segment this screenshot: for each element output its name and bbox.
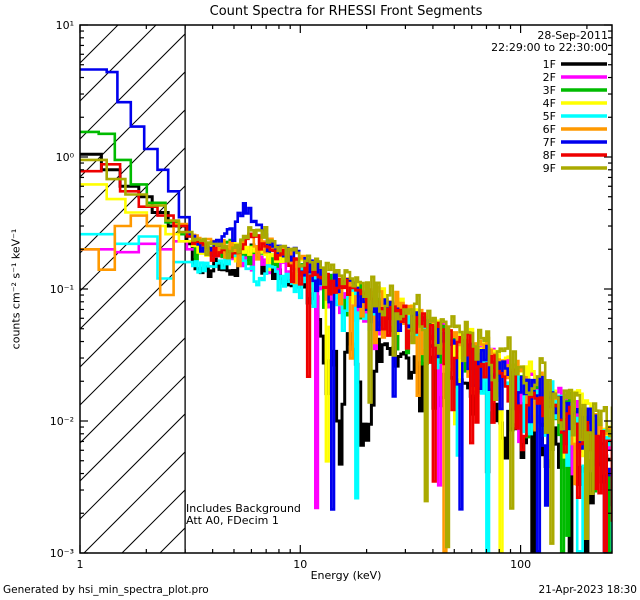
legend-item-6F: 6F [543, 123, 607, 136]
legend-item-3F: 3F [543, 84, 607, 97]
y-tick-label: 10⁻³ [50, 547, 74, 560]
y-tick-label: 10⁻² [50, 415, 74, 428]
note-background: Includes Background [186, 502, 301, 515]
y-axis-label: counts cm⁻² s⁻¹ keV⁻¹ [9, 228, 23, 350]
series-1F [80, 152, 612, 553]
footer-generator: Generated by hsi_min_spectra_plot.pro [3, 584, 209, 596]
series-group [80, 68, 612, 553]
legend-item-7F: 7F [543, 136, 607, 149]
x-tick-label-1: 1 [77, 558, 84, 571]
legend-label-3F: 3F [543, 84, 556, 97]
x-axis-label: Energy (keV) [310, 569, 382, 582]
legend-label-6F: 6F [543, 123, 556, 136]
legend-item-4F: 4F [543, 97, 607, 110]
legend-item-1F: 1F [543, 58, 607, 71]
legend-label-7F: 7F [543, 136, 556, 149]
legend-label-1F: 1F [543, 58, 556, 71]
legend-label-8F: 8F [543, 149, 556, 162]
plot-title: Count Spectra for RHESSI Front Segments [209, 4, 483, 19]
legend-item-5F: 5F [543, 110, 607, 123]
footer-timestamp: 21-Apr-2023 18:30 [538, 584, 637, 596]
legend-item-8F: 8F [543, 149, 607, 162]
legend-item-2F: 2F [543, 71, 607, 84]
series-9F [80, 158, 612, 549]
legend-label-4F: 4F [543, 97, 556, 110]
x-tick-label-10: 10 [293, 558, 307, 571]
legend-item-9F: 9F [543, 162, 607, 175]
note-attenuator: Att A0, FDecim 1 [186, 514, 279, 527]
x-tick-label-100: 100 [510, 558, 531, 571]
y-tick-label: 10¹ [56, 19, 74, 32]
legend-label-5F: 5F [543, 110, 556, 123]
legend-label-9F: 9F [543, 162, 556, 175]
obs-date: 28-Sep-2011 [537, 29, 608, 42]
legend-label-2F: 2F [543, 71, 556, 84]
y-tick-label: 10⁻¹ [50, 283, 74, 296]
obs-time-range: 22:29:00 to 22:30:00 [491, 41, 608, 54]
ticks [79, 24, 612, 554]
y-tick-label: 10⁰ [56, 151, 75, 164]
